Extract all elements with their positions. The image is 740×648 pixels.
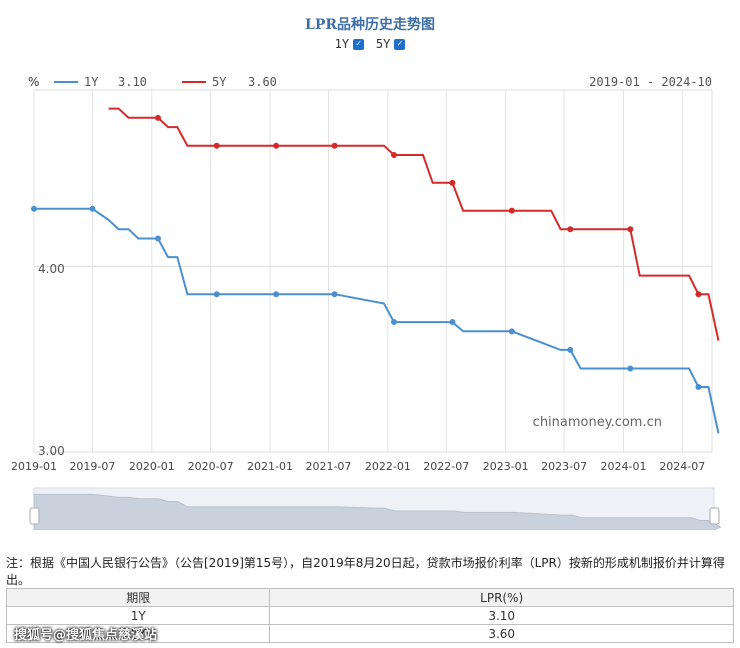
- slider-right-handle[interactable]: [709, 507, 720, 525]
- data-point-5y: [695, 291, 702, 298]
- data-point-1y: [695, 384, 702, 391]
- data-point-5y: [508, 207, 515, 214]
- data-point-5y: [627, 226, 634, 233]
- chart-labels: % 1Y 3.10 5Y 3.60 2019-01 - 2024-10 4.00…: [28, 75, 712, 458]
- table-row: 1Y 3.10: [5, 606, 734, 625]
- data-point-5y: [331, 142, 338, 149]
- y-tick-label: 3.00: [38, 444, 65, 458]
- x-tick-label: 2021-01: [247, 460, 293, 473]
- data-point-1y: [390, 319, 397, 326]
- series-toggles: 1Y ✓ 5Y ✓: [0, 37, 740, 51]
- slider-left-handle[interactable]: [29, 507, 40, 525]
- plot-frame: [33, 89, 713, 453]
- data-point-5y: [567, 226, 574, 233]
- x-tick-label: 2023-07: [541, 460, 587, 473]
- table-cell: 3.60: [269, 624, 734, 643]
- x-tick-label: 2024-01: [601, 460, 647, 473]
- legend-1y-name[interactable]: 1Y: [84, 75, 99, 89]
- data-point-1y: [449, 319, 456, 326]
- data-point-5y: [213, 142, 220, 149]
- x-tick-label: 2022-07: [423, 460, 469, 473]
- data-point-1y: [154, 235, 161, 242]
- x-tick-label: 2019-07: [69, 460, 115, 473]
- series-line-1y: [34, 207, 720, 434]
- toggle-1y[interactable]: 1Y ✓: [334, 37, 365, 51]
- data-point-5y: [449, 179, 456, 186]
- grid: [33, 89, 713, 453]
- chart-source-watermark: chinamoney.com.cn: [533, 415, 662, 430]
- range-slider[interactable]: [29, 487, 722, 530]
- x-axis-ticks: 2019-01 2019-07 2020-01 2020-07 2021-01 2021-…: [11, 460, 705, 473]
- data-point-5y: [390, 151, 397, 158]
- toggle-5y[interactable]: 5Y ✓: [375, 37, 406, 51]
- table-row: 5Y 3.60: [5, 624, 734, 643]
- table-header-cell: 期限: [5, 588, 271, 607]
- data-point-1y: [567, 346, 574, 353]
- table-cell: 3.10: [269, 606, 734, 625]
- source-watermark: 搜狐号@搜狐焦点慈溪站: [14, 628, 158, 643]
- toggle-5y-label: 5Y: [375, 37, 391, 51]
- y-tick-label: 4.00: [38, 262, 65, 276]
- table-header-cell: LPR(%): [269, 588, 734, 607]
- toggle-1y-label: 1Y: [334, 37, 350, 51]
- y-axis-unit: %: [28, 75, 39, 89]
- checkbox-checked-icon[interactable]: ✓: [394, 38, 406, 50]
- data-point-1y: [273, 291, 280, 298]
- data-point-1y: [31, 205, 37, 212]
- date-range-label: 2019-01 - 2024-10: [589, 75, 712, 89]
- legend-5y-value: 3.60: [248, 75, 277, 89]
- x-tick-label: 2023-01: [483, 460, 529, 473]
- table-cell: 5Y: [5, 624, 271, 643]
- x-tick-label: 2019-01: [11, 460, 57, 473]
- table-cell: 1Y: [5, 606, 271, 625]
- data-point-5y: [154, 114, 161, 121]
- x-tick-label: 2021-07: [305, 460, 351, 473]
- x-tick-label: 2022-01: [365, 460, 411, 473]
- table-header-row: 期限 LPR(%): [5, 588, 734, 607]
- chart-title: LPR品种历史走势图: [304, 17, 435, 33]
- x-tick-label: 2024-07: [659, 460, 705, 473]
- data-point-1y: [508, 328, 515, 335]
- legend-5y-name[interactable]: 5Y: [212, 75, 227, 89]
- legend-1y-value: 3.10: [118, 75, 147, 89]
- data-point-1y: [89, 205, 96, 212]
- series-line-5y: [108, 107, 720, 341]
- lpr-table: 期限 LPR(%) 1Y 3.10 5Y 3.60: [5, 588, 734, 643]
- lpr-line-chart: % 1Y 3.10 5Y 3.60 2019-01 - 2024-10 4.00…: [11, 75, 722, 530]
- x-tick-label: 2020-07: [188, 460, 234, 473]
- checkbox-checked-icon[interactable]: ✓: [353, 38, 365, 50]
- x-tick-label: 2020-01: [129, 460, 175, 473]
- data-point-5y: [273, 142, 280, 149]
- data-point-1y: [213, 291, 220, 298]
- data-point-1y: [627, 365, 634, 372]
- data-point-1y: [331, 291, 338, 298]
- footnote-text: 注：根据《中国人民银行公告》（公告[2019]第15号），自2019年8月20日…: [6, 556, 725, 587]
- slider-preview-area: [33, 493, 722, 530]
- series-lines: [31, 107, 720, 434]
